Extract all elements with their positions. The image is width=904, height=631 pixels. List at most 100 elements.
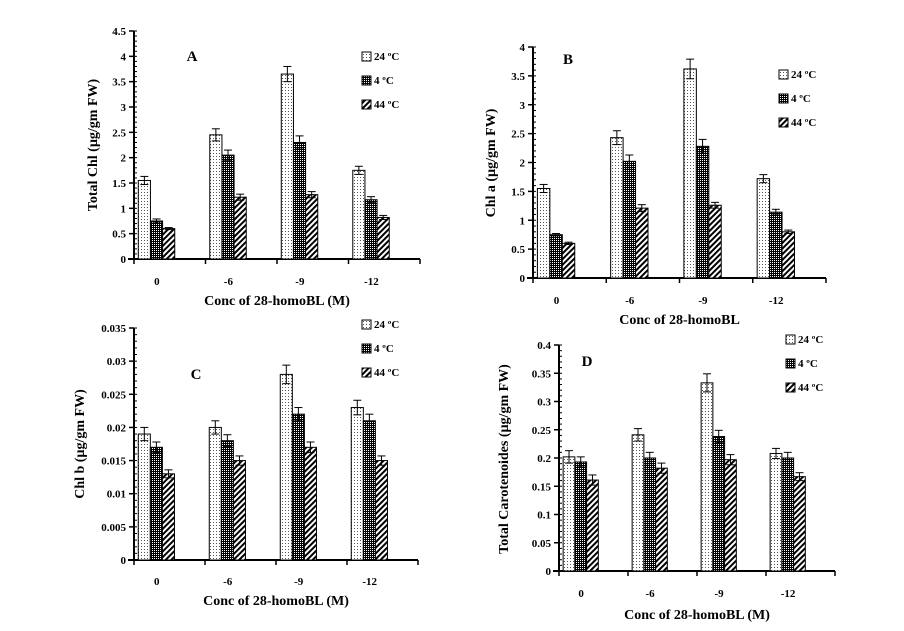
legend-label: 4 ºC [798, 358, 818, 370]
y-axis-title: Total Chl (µg/gm FW) [86, 78, 101, 211]
y-tick-label: 4.5 [112, 26, 126, 38]
bar-checker [574, 461, 588, 572]
y-tick-label: 0.5 [112, 229, 126, 241]
bar-diagonal [708, 204, 722, 279]
x-tick-label: -12 [781, 588, 796, 600]
bar-checker [364, 199, 378, 260]
legend-swatch-diagonal [361, 99, 372, 110]
legend: 24 ºC 4 ºC 44 ºC [361, 319, 399, 379]
x-tick-label: 0 [554, 295, 560, 307]
bar-diagonal [303, 446, 317, 561]
x-axis-title: Conc of 28-homoBL [619, 313, 740, 328]
y-tick-label: 0 [520, 273, 526, 285]
y-tick-label: 0.35 [532, 368, 552, 380]
legend-label: 24 ºC [374, 51, 399, 63]
y-tick-label: 0.4 [537, 340, 551, 352]
y-tick-label: 0.015 [101, 456, 126, 468]
bar-dots [137, 433, 151, 561]
y-tick-label: 0.15 [532, 481, 552, 493]
y-tick-label: 0.1 [537, 510, 551, 522]
legend-swatch-diagonal [778, 117, 789, 128]
bar-dots [208, 426, 222, 561]
x-tick-label: -9 [294, 576, 304, 588]
y-tick-label: 0 [121, 555, 127, 567]
bar-checker [362, 420, 376, 561]
bar-checker [292, 141, 307, 260]
bar-diagonal [793, 476, 806, 572]
bar-checker [220, 440, 234, 561]
y-tick-label: 0.035 [101, 323, 126, 335]
legend-label: 24 ºC [374, 319, 399, 331]
chart-panel-b: 0 0.5 1 1.5 2 2.5 3 3.5 4 0 -6 -9 -12 Conc of 28-homo… [484, 42, 827, 328]
y-axis-title: Chl a (µg/gm FW) [484, 108, 499, 217]
legend-label: 4 ºC [374, 343, 394, 355]
bar-dots [536, 187, 551, 279]
bar-checker [221, 154, 235, 260]
bar-dots [683, 68, 697, 279]
y-tick-label: 0.005 [101, 522, 126, 534]
x-axis-title: Conc of 28-homoBL (M) [624, 608, 770, 623]
y-tick-label: 4 [520, 42, 526, 54]
bar-checker [695, 145, 710, 279]
bar-diagonal [232, 460, 246, 561]
y-tick-label: 3.5 [112, 77, 126, 89]
y-tick-label: 0.02 [107, 422, 127, 434]
bar-checker [712, 436, 726, 572]
bar-dots [631, 434, 645, 572]
legend-swatch-diagonal [361, 367, 372, 378]
y-tick-label: 4 [121, 51, 127, 63]
legend: 24 ºC 4 ºC 44 ºC [361, 51, 399, 111]
legend-label: 4 ºC [791, 93, 811, 105]
legend-label: 24 ºC [798, 334, 823, 346]
bar-dots [137, 179, 151, 260]
x-tick-label: -6 [223, 576, 233, 588]
y-tick-label: 1 [121, 203, 127, 215]
y-tick-label: 0.25 [532, 425, 552, 437]
y-tick-label: 1.5 [112, 178, 126, 190]
bar-checker [149, 446, 163, 561]
legend-label: 44 ºC [374, 99, 399, 111]
y-tick-label: 1.5 [511, 186, 525, 198]
bar-checker [149, 220, 164, 260]
x-tick-label: -6 [625, 295, 635, 307]
bar-diagonal [374, 460, 388, 561]
y-tick-label: 0 [121, 254, 127, 266]
bar-dots [769, 452, 783, 572]
bar-diagonal [586, 479, 599, 572]
x-tick-label: -6 [224, 276, 234, 288]
x-tick-label: 0 [154, 576, 160, 588]
y-tick-label: 2 [121, 153, 127, 165]
y-axis-title: Chl b (µg/gm FW) [73, 389, 88, 499]
bar-diagonal [233, 196, 247, 260]
legend-label: 44 ºC [791, 117, 816, 129]
legend: 24 ºC 4 ºC 44 ºC [778, 69, 816, 129]
chart-panel-a: 0 0.5 1 1.5 2 2.5 3 3.5 4 4.5 0 -6 -9 -12 Conc of 28-h… [86, 26, 421, 309]
y-tick-label: 3.5 [511, 71, 525, 83]
bar-dots [352, 169, 366, 260]
y-tick-label: 0.3 [537, 397, 551, 409]
y-axis-title: Total Carotenoides (µg/gm FW) [497, 364, 512, 554]
chart-panel-c: 0 0.005 0.01 0.015 0.02 0.025 0.03 0.035 0 -6 -9 -1… [73, 319, 419, 609]
y-tick-label: 0 [546, 566, 552, 578]
legend-swatch-dots [778, 69, 789, 80]
bar-checker [622, 160, 637, 279]
panel-label: A [187, 49, 198, 65]
x-axis-title: Conc of 28-homoBL (M) [203, 594, 349, 609]
x-tick-label: -9 [714, 588, 724, 600]
panel-label: B [563, 52, 573, 68]
y-tick-label: 2 [520, 158, 526, 170]
x-tick-label: -12 [364, 276, 379, 288]
legend-swatch-diagonal [785, 382, 796, 393]
bar-diagonal [781, 231, 796, 279]
bar-diagonal [724, 459, 737, 572]
y-tick-label: 0.5 [511, 244, 525, 256]
legend-swatch-checker [361, 75, 372, 86]
y-tick-label: 1 [520, 215, 526, 227]
x-tick-label: -12 [769, 295, 784, 307]
bar-dots [700, 382, 714, 572]
legend-label: 24 ºC [791, 69, 816, 81]
x-tick-label: -6 [645, 588, 655, 600]
legend-swatch-dots [361, 319, 372, 330]
legend: 24 ºC 4 ºC 44 ºC [785, 334, 823, 394]
y-tick-label: 0.05 [532, 538, 552, 550]
